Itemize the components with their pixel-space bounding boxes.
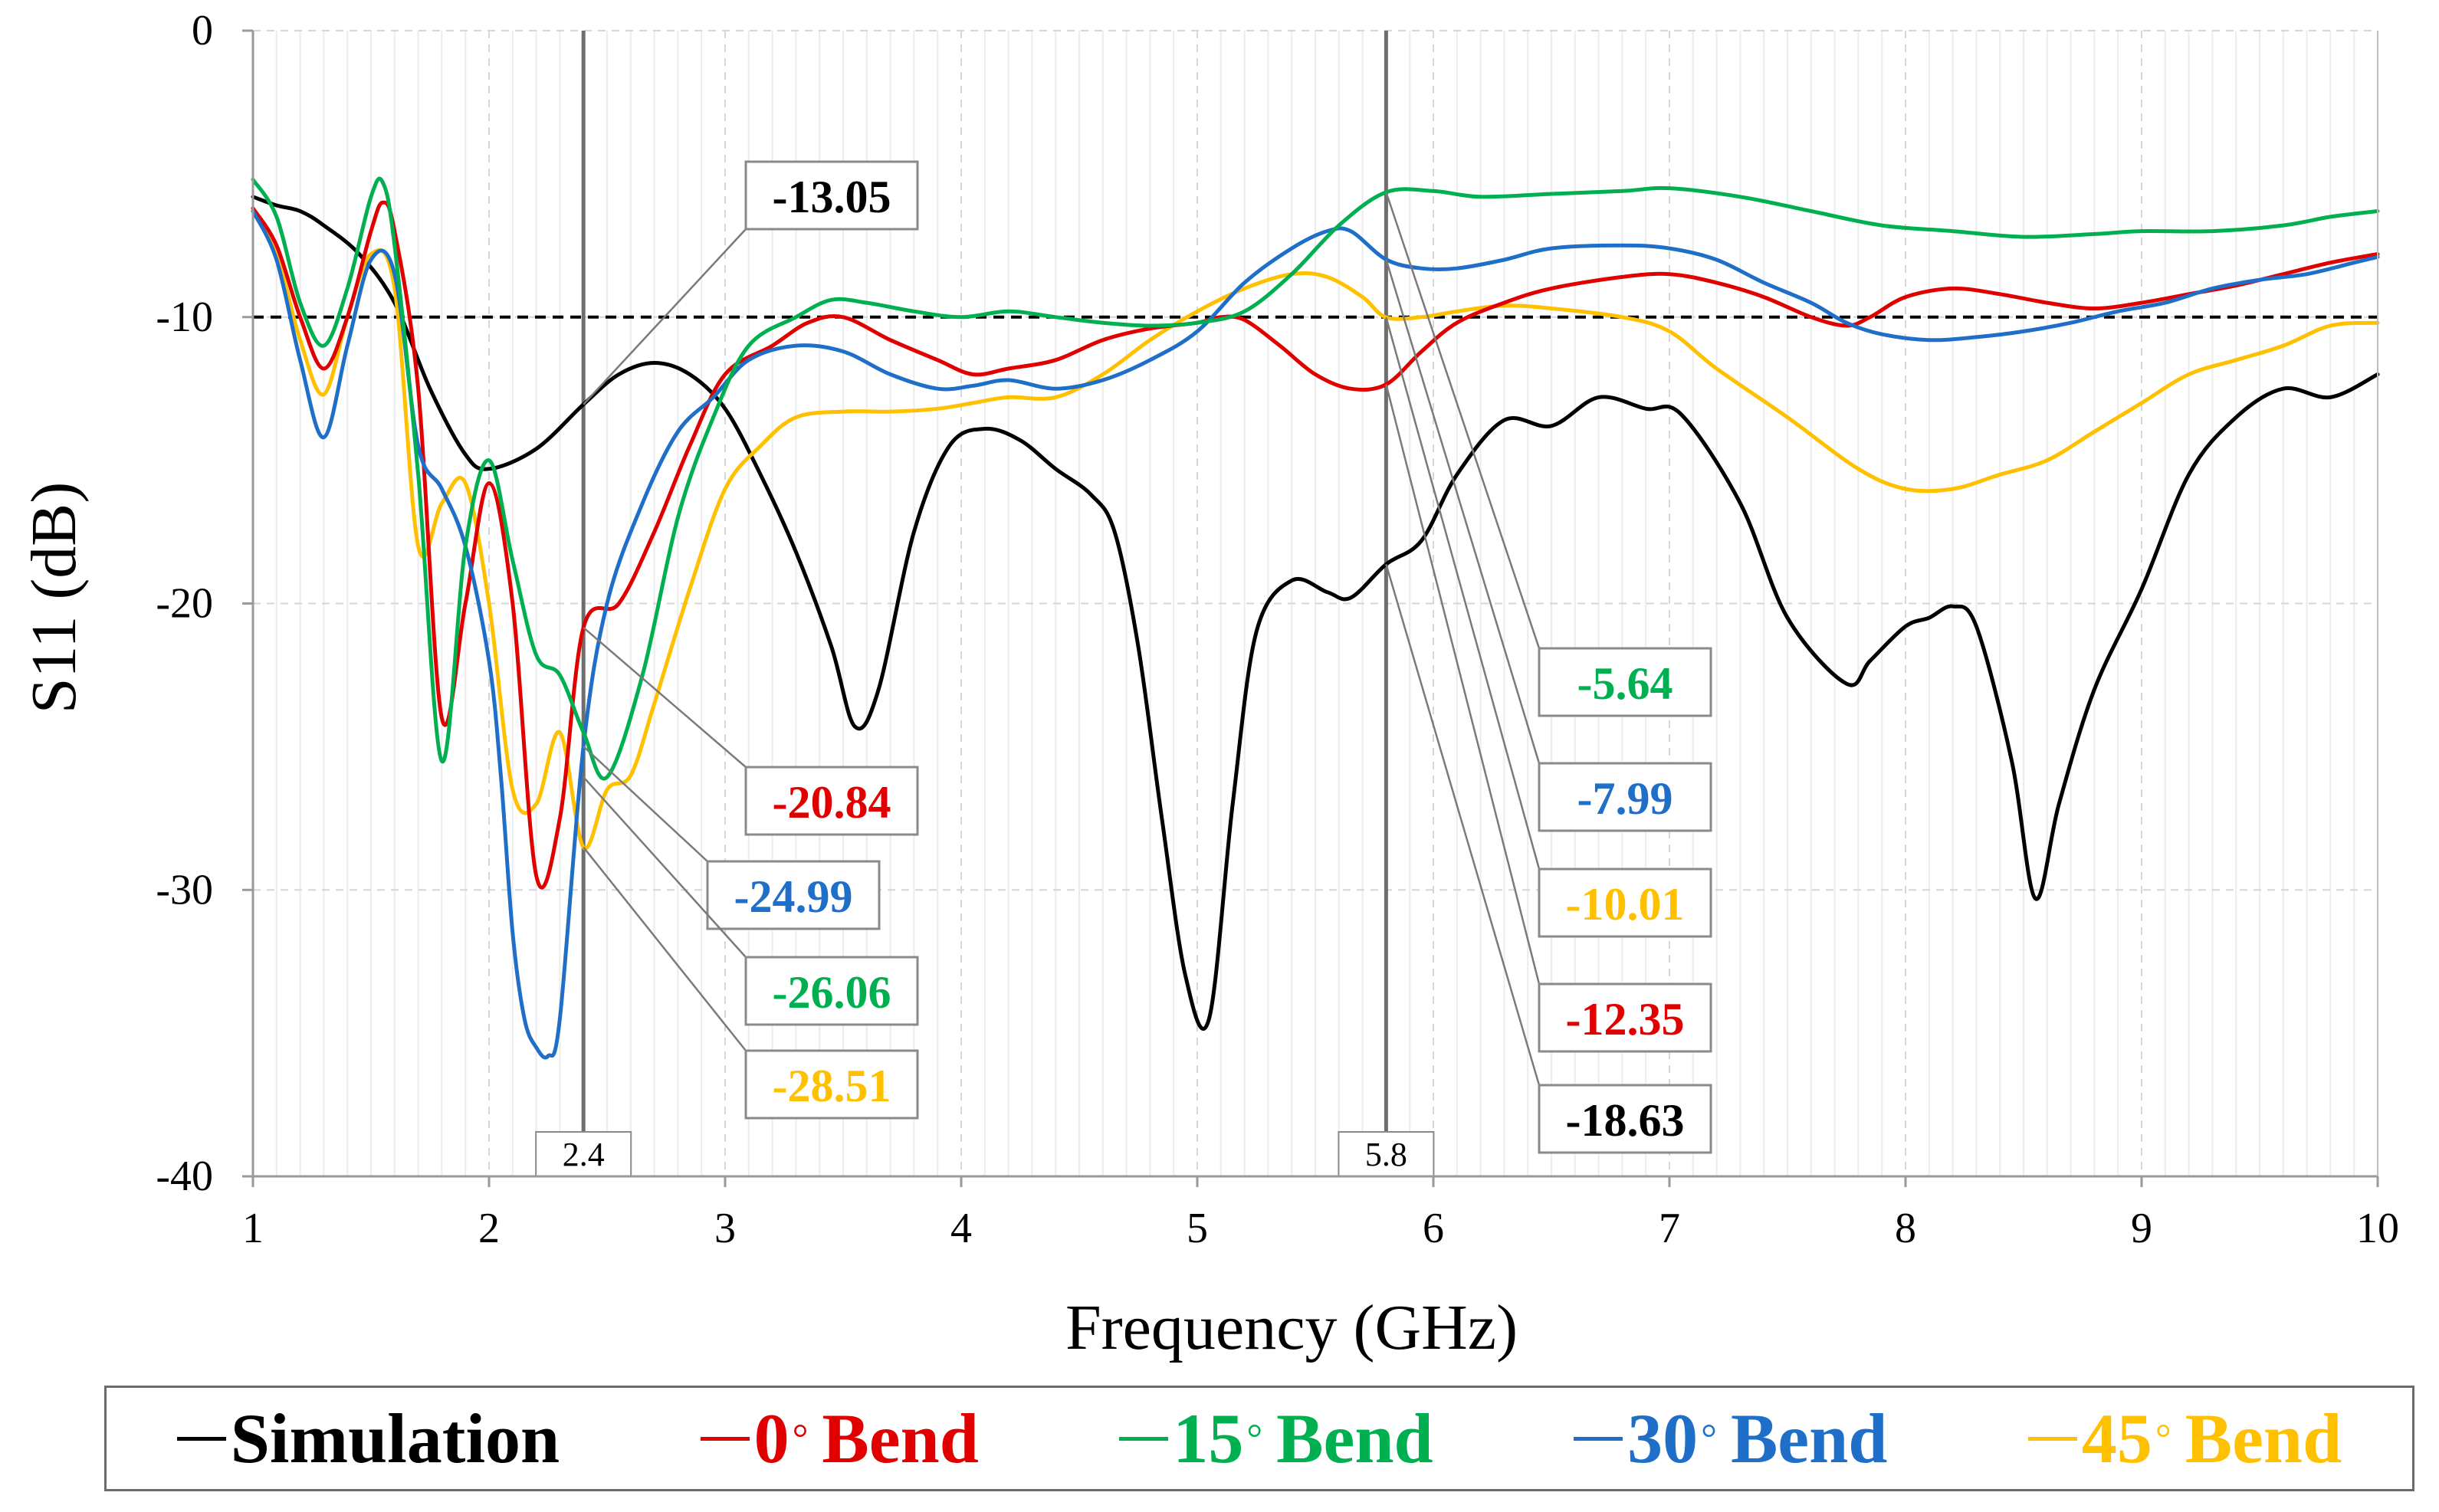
- x-tick-label: 4: [950, 1205, 972, 1252]
- callout-leader-line: [1385, 192, 1541, 649]
- callout-value-label: -18.63: [1566, 1095, 1685, 1146]
- callout-box: [1538, 762, 1712, 832]
- x-tick-label: 6: [1423, 1205, 1444, 1252]
- y-tick-label: -30: [156, 866, 213, 913]
- callout-value-label: -7.99: [1577, 773, 1673, 824]
- marker-label-box: [535, 1131, 632, 1177]
- callout-leader-line: [1385, 563, 1541, 1086]
- x-tick-label: 10: [2356, 1205, 2399, 1252]
- legend-label: Simulation: [230, 1399, 560, 1478]
- callout-box: [706, 860, 881, 930]
- callout-box: [1538, 1084, 1712, 1154]
- callout-box: [744, 1049, 919, 1120]
- x-tick-label: 9: [2131, 1205, 2152, 1252]
- callout-value-label: -20.84: [773, 777, 891, 828]
- callout-leader-line: [583, 776, 747, 958]
- legend-item-15-bend: 15 ° Bend: [1119, 1398, 1433, 1479]
- legend-label: 45: [2081, 1399, 2152, 1478]
- legend-suffix: Bend: [822, 1399, 979, 1478]
- legend-item-30-bend: 30 ° Bend: [1574, 1398, 1887, 1479]
- callout-box: [1538, 982, 1712, 1053]
- series-line-simulation: [251, 195, 2380, 1032]
- axis-layer: 1 2 3 4 5 6 7 8 9 10 0 -10 -20 -30 -40: [156, 7, 2399, 1252]
- x-axis-label: Frequency (GHz): [1065, 1292, 1518, 1363]
- marker-label-box: [1338, 1131, 1435, 1177]
- legend-line-icon: [2027, 1436, 2077, 1441]
- marker-label: 5.8: [1365, 1136, 1407, 1173]
- x-tick-label: 2: [478, 1205, 500, 1252]
- series-line-15-bend: [251, 176, 2380, 781]
- legend-item-45-bend: 45 ° Bend: [2027, 1398, 2342, 1479]
- callout-box: [744, 766, 919, 836]
- legend-suffix: Bend: [2185, 1399, 2342, 1478]
- series-layer: [251, 176, 2380, 1060]
- legend-line-icon: [1574, 1436, 1623, 1441]
- callout-value-label: -10.01: [1566, 879, 1685, 930]
- series-line-30-bend: [251, 209, 2380, 1060]
- x-tick-label: 8: [1895, 1205, 1916, 1252]
- callout-box: [1538, 868, 1712, 938]
- callout-value-label: -5.64: [1577, 658, 1673, 709]
- reference-layer: 2.4 5.8: [253, 31, 2378, 1177]
- legend-suffix: Bend: [1276, 1399, 1433, 1478]
- legend-label: 15: [1173, 1399, 1244, 1478]
- series-line-45-bend: [251, 209, 2380, 851]
- callout-leader-line: [1385, 317, 1541, 870]
- legend-line-icon: [700, 1436, 750, 1441]
- legend-line-icon: [176, 1436, 226, 1441]
- marker-label: 2.4: [563, 1136, 605, 1173]
- callout-box: [744, 956, 919, 1026]
- degree-symbol: °: [792, 1416, 809, 1461]
- x-tick-label: 1: [242, 1205, 264, 1252]
- grid-layer: [253, 30, 2378, 1176]
- callout-value-label: -28.51: [773, 1061, 891, 1111]
- series-line-0-bend: [251, 200, 2380, 890]
- legend-label: 30: [1627, 1399, 1699, 1478]
- legend-item-0-bend: 0 ° Bend: [700, 1398, 979, 1479]
- callout-value-label: -24.99: [734, 871, 853, 922]
- y-tick-label: 0: [192, 7, 213, 54]
- x-tick-label: 3: [714, 1205, 736, 1252]
- y-tick-label: -20: [156, 580, 213, 628]
- legend: Simulation 0 ° Bend 15 ° Bend 30 ° Bend …: [104, 1386, 2414, 1491]
- legend-line-icon: [1119, 1436, 1169, 1441]
- callout-leader-line: [1385, 384, 1541, 985]
- callout-leader-line: [1385, 259, 1541, 764]
- y-tick-label: -40: [156, 1153, 213, 1200]
- callout-leader-line: [583, 228, 747, 405]
- callout-value-label: -13.05: [773, 172, 891, 222]
- callout-value-label: -12.35: [1566, 994, 1685, 1045]
- callout-leader-line: [583, 846, 747, 1051]
- y-axis-label: S11 (dB): [18, 482, 90, 714]
- degree-symbol: °: [1246, 1416, 1263, 1461]
- legend-label: 0: [753, 1399, 789, 1478]
- degree-symbol: °: [2155, 1416, 2171, 1461]
- legend-item-simulation: Simulation: [176, 1398, 560, 1479]
- callout-box: [744, 160, 919, 231]
- callout-box: [1538, 647, 1712, 717]
- annotation-layer: -13.05 -20.84 -24.99 -26.06 -28.51 -5.64 -7.99…: [583, 160, 1712, 1154]
- degree-symbol: °: [1701, 1416, 1717, 1461]
- callout-leader-line: [583, 746, 708, 862]
- x-tick-label: 7: [1659, 1205, 1680, 1252]
- callout-leader-line: [583, 626, 747, 768]
- legend-suffix: Bend: [1730, 1399, 1888, 1478]
- x-tick-label: 5: [1187, 1205, 1208, 1252]
- y-tick-label: -10: [156, 294, 213, 341]
- callout-value-label: -26.06: [773, 967, 891, 1018]
